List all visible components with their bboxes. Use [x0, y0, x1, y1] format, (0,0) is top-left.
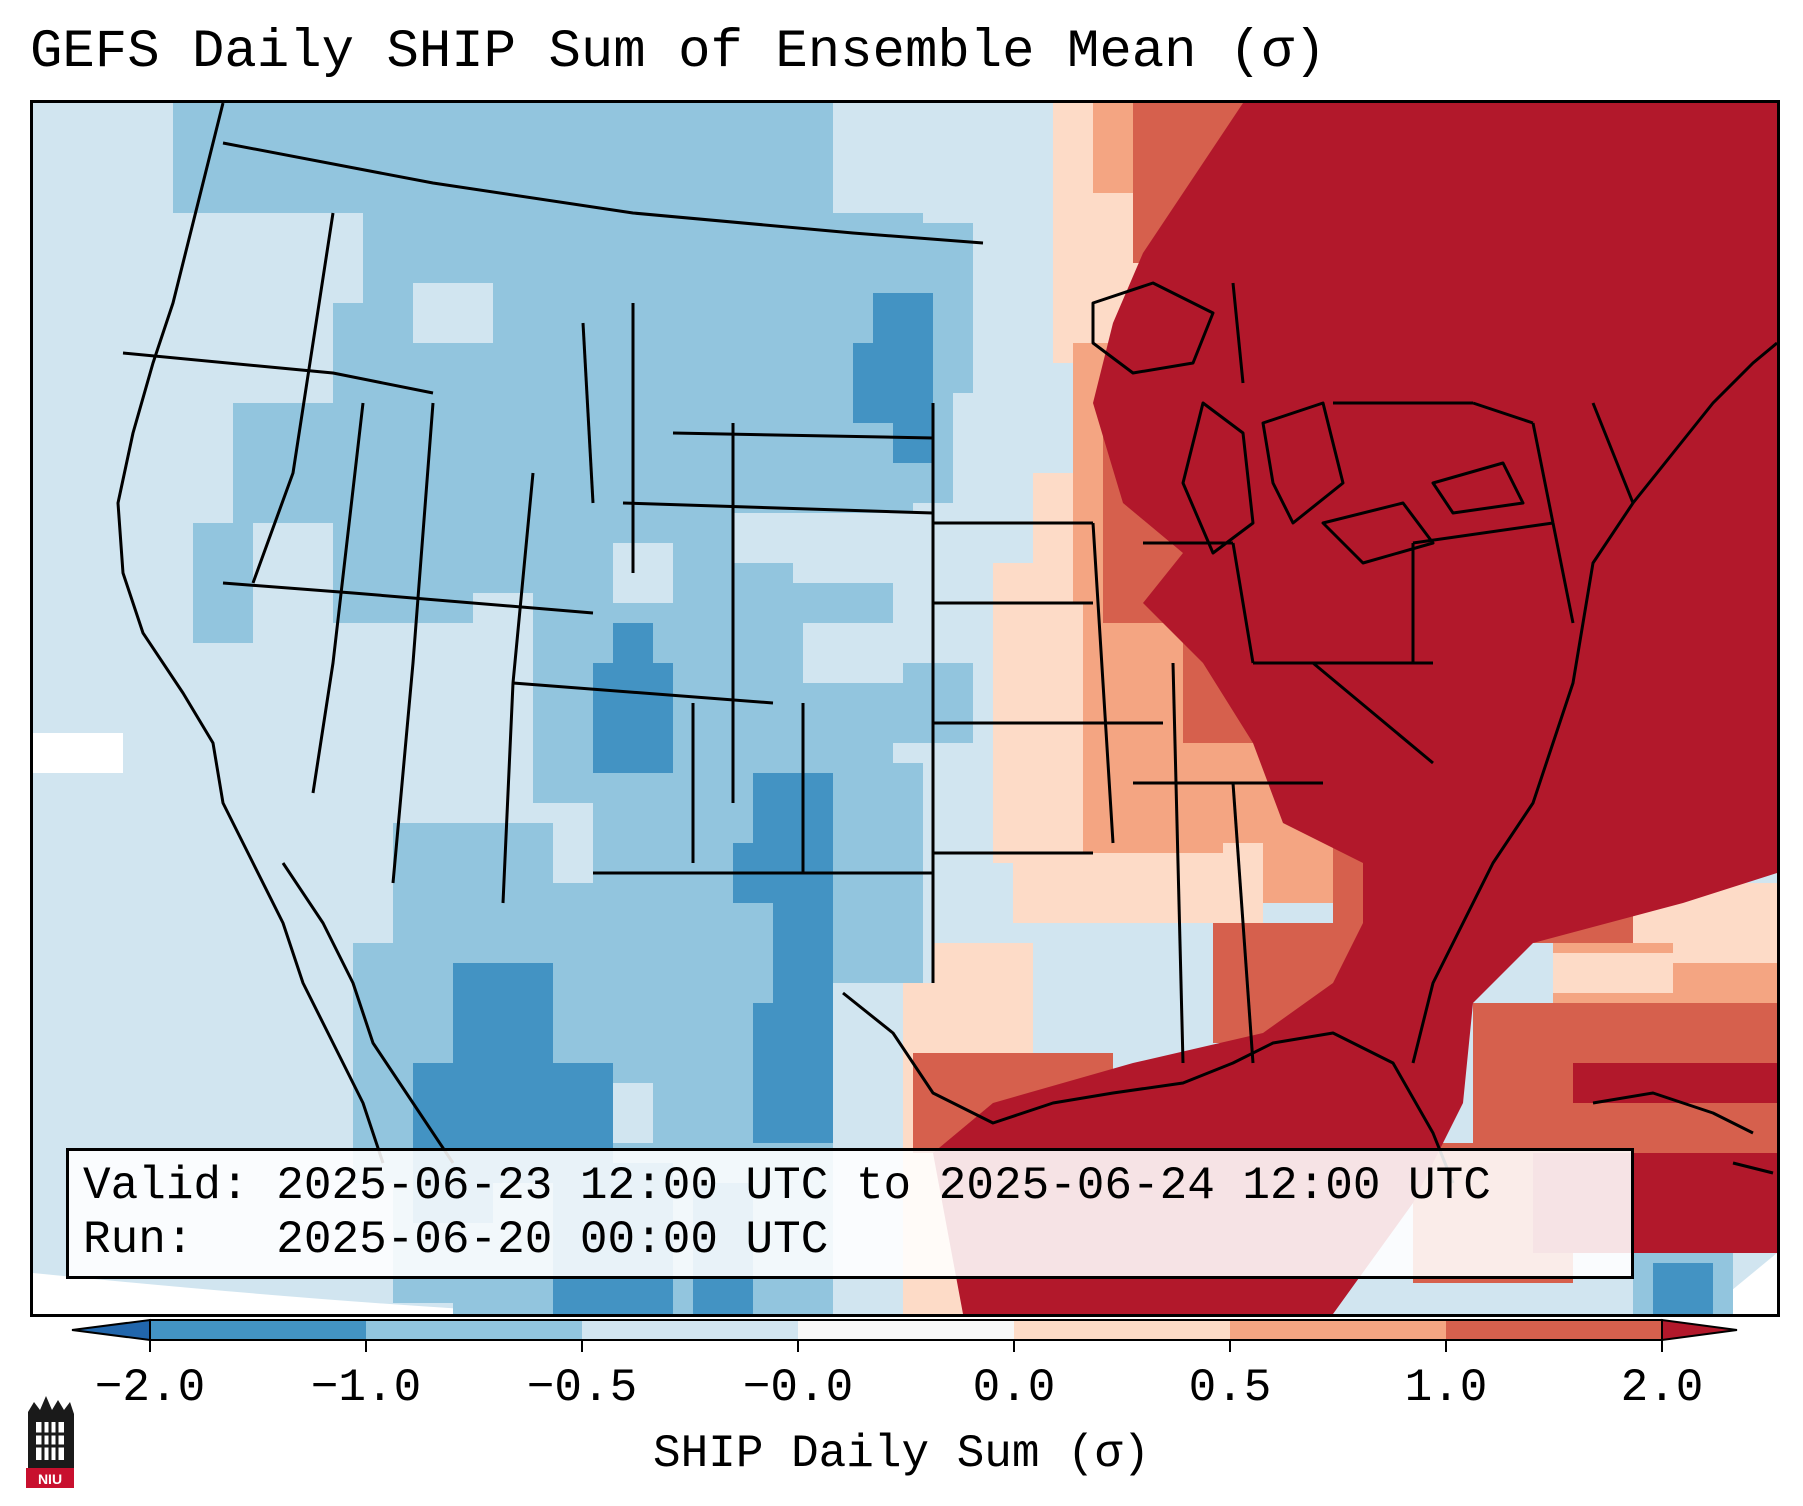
- valid-value: 2025-06-23 12:00 UTC to 2025-06-24 12:00…: [276, 1160, 1491, 1212]
- colorbar-bin: [150, 1320, 367, 1340]
- colorbar-tick-label: 2.0: [1620, 1362, 1704, 1414]
- colorbar-tick-label: 1.0: [1404, 1362, 1488, 1414]
- colorbar-title: SHIP Daily Sum (σ): [653, 1428, 1150, 1480]
- colorbar-tick-label: 0.5: [1188, 1362, 1272, 1414]
- chart-title: GEFS Daily SHIP Sum of Ensemble Mean (σ): [30, 22, 1327, 83]
- colorbar-extend-right-outline: [1661, 1318, 1738, 1342]
- colorbar-tick-label: −1.0: [310, 1362, 422, 1414]
- colorbar-bin: [798, 1320, 1015, 1340]
- anomaly-map: [33, 103, 1777, 1314]
- colorbar-extend-left-outline: [71, 1318, 151, 1342]
- colorbar-tick-label: −0.0: [742, 1362, 854, 1414]
- colorbar-bin: [1014, 1320, 1231, 1340]
- colorbar-bin: [582, 1320, 799, 1340]
- colorbar-extend-left: [72, 1320, 150, 1340]
- colorbar-bin: [1230, 1320, 1447, 1340]
- run-label: Run:: [83, 1214, 194, 1266]
- colorbar-tick-label: −0.5: [526, 1362, 638, 1414]
- map-plot-area: [30, 100, 1780, 1317]
- valid-label: Valid:: [83, 1160, 249, 1212]
- colorbar-outline: [149, 1319, 1663, 1341]
- colorbar-extend-right: [1662, 1320, 1737, 1340]
- colorbar-bin: [366, 1320, 583, 1340]
- colorbar-bins: [72, 1320, 1737, 1340]
- niu-logo-icon: NIU: [26, 1396, 74, 1488]
- colorbar-bin: [1446, 1320, 1663, 1340]
- valid-run-info-box: Valid: 2025-06-23 12:00 UTC to 2025-06-2…: [66, 1148, 1634, 1279]
- run-value: 2025-06-20 00:00 UTC: [276, 1214, 829, 1266]
- colorbar-ticks: [149, 1340, 1663, 1352]
- colorbar-tick-label: −2.0: [94, 1362, 206, 1414]
- niu-logo-text: NIU: [38, 1471, 62, 1487]
- colorbar-tick-label: 0.0: [972, 1362, 1056, 1414]
